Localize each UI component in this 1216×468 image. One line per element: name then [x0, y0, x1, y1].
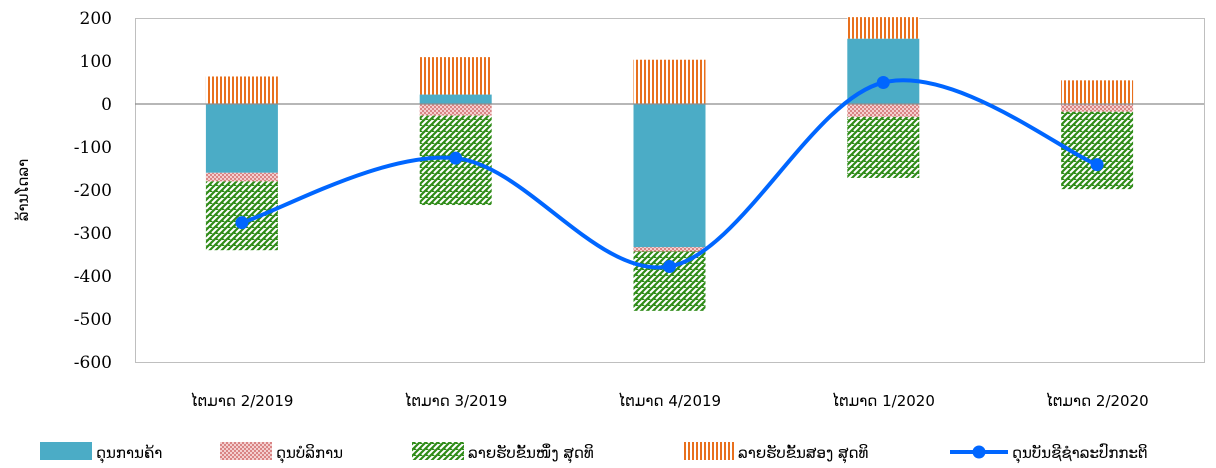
bar-segment [1061, 104, 1134, 112]
line-point [1090, 158, 1104, 172]
bar-segment [847, 116, 920, 178]
legend: ດຸນການຄ້າ ດຸນບໍລິການ ລາຍຮັບຂັ້ນໜຶ່ງ ສຸດທິ ລ… [40, 441, 1148, 464]
bar-segment [205, 76, 278, 104]
category-label: ໄຕມາດ 1/2020 [832, 391, 935, 410]
y-tick-label: -500 [74, 310, 112, 330]
line-point [663, 260, 676, 274]
legend-label: ດຸນບັນຊີຊຳລະປົກກະຕິ [1012, 441, 1148, 464]
bar-segment [633, 247, 706, 252]
line-point [235, 216, 249, 230]
category-labels: ໄຕມາດ 2/2019 ໄຕມາດ 3/2019 ໄຕມາດ 4/2019 ໄຕມາ… [190, 391, 1148, 410]
bar-segment [205, 172, 278, 182]
legend-swatch [682, 442, 734, 460]
plot-frame [135, 18, 1205, 363]
bar-segment [633, 59, 706, 104]
legend-marker [972, 445, 986, 459]
y-tick-label: 100 [80, 52, 112, 72]
y-tick-label: -400 [74, 267, 112, 287]
y-tick-label: 200 [80, 9, 112, 29]
line-point [876, 76, 890, 89]
legend-label: ລາຍຮັບຂັ້ນໜຶ່ງ ສຸດທິ [468, 443, 594, 464]
bar-segment [419, 104, 492, 116]
category-label: ໄຕມາດ 2/2019 [190, 391, 293, 410]
legend-swatch [220, 442, 272, 460]
bar-segment [847, 104, 920, 117]
y-tick-label: 0 [101, 95, 112, 115]
y-tick-label: -100 [74, 138, 112, 158]
bar-segment [419, 94, 492, 104]
legend-label: ດຸນບໍລິການ [276, 443, 343, 464]
line-series [235, 76, 1104, 274]
category-label: ໄຕມາດ 2/2020 [1046, 391, 1149, 410]
y-tick-label: -300 [74, 224, 112, 244]
y-tick-labels: 200 100 0 -100 -200 -300 -400 -500 -600 [74, 9, 112, 373]
bar-segment [419, 57, 492, 95]
bar-segment [205, 181, 278, 251]
legend-label: ດຸນການຄ້າ [96, 443, 162, 464]
bar-segment [847, 17, 920, 39]
legend-swatch [40, 442, 92, 460]
y-axis-label: ລ້ານໂດລາ [13, 159, 32, 221]
bar-segment [1061, 80, 1134, 104]
bar-segment [205, 104, 278, 173]
category-label: ໄຕມາດ 4/2019 [618, 391, 721, 410]
legend-label: ລາຍຮັບຂັ້ນສອງ ສຸດທິ [738, 443, 868, 464]
bar-series [205, 17, 1134, 311]
bar-segment [633, 104, 706, 248]
category-label: ໄຕມາດ 3/2019 [404, 391, 507, 410]
y-tick-label: -600 [74, 353, 112, 373]
line-point [449, 151, 463, 165]
legend-swatch [412, 442, 464, 460]
y-tick-label: -200 [74, 181, 112, 201]
